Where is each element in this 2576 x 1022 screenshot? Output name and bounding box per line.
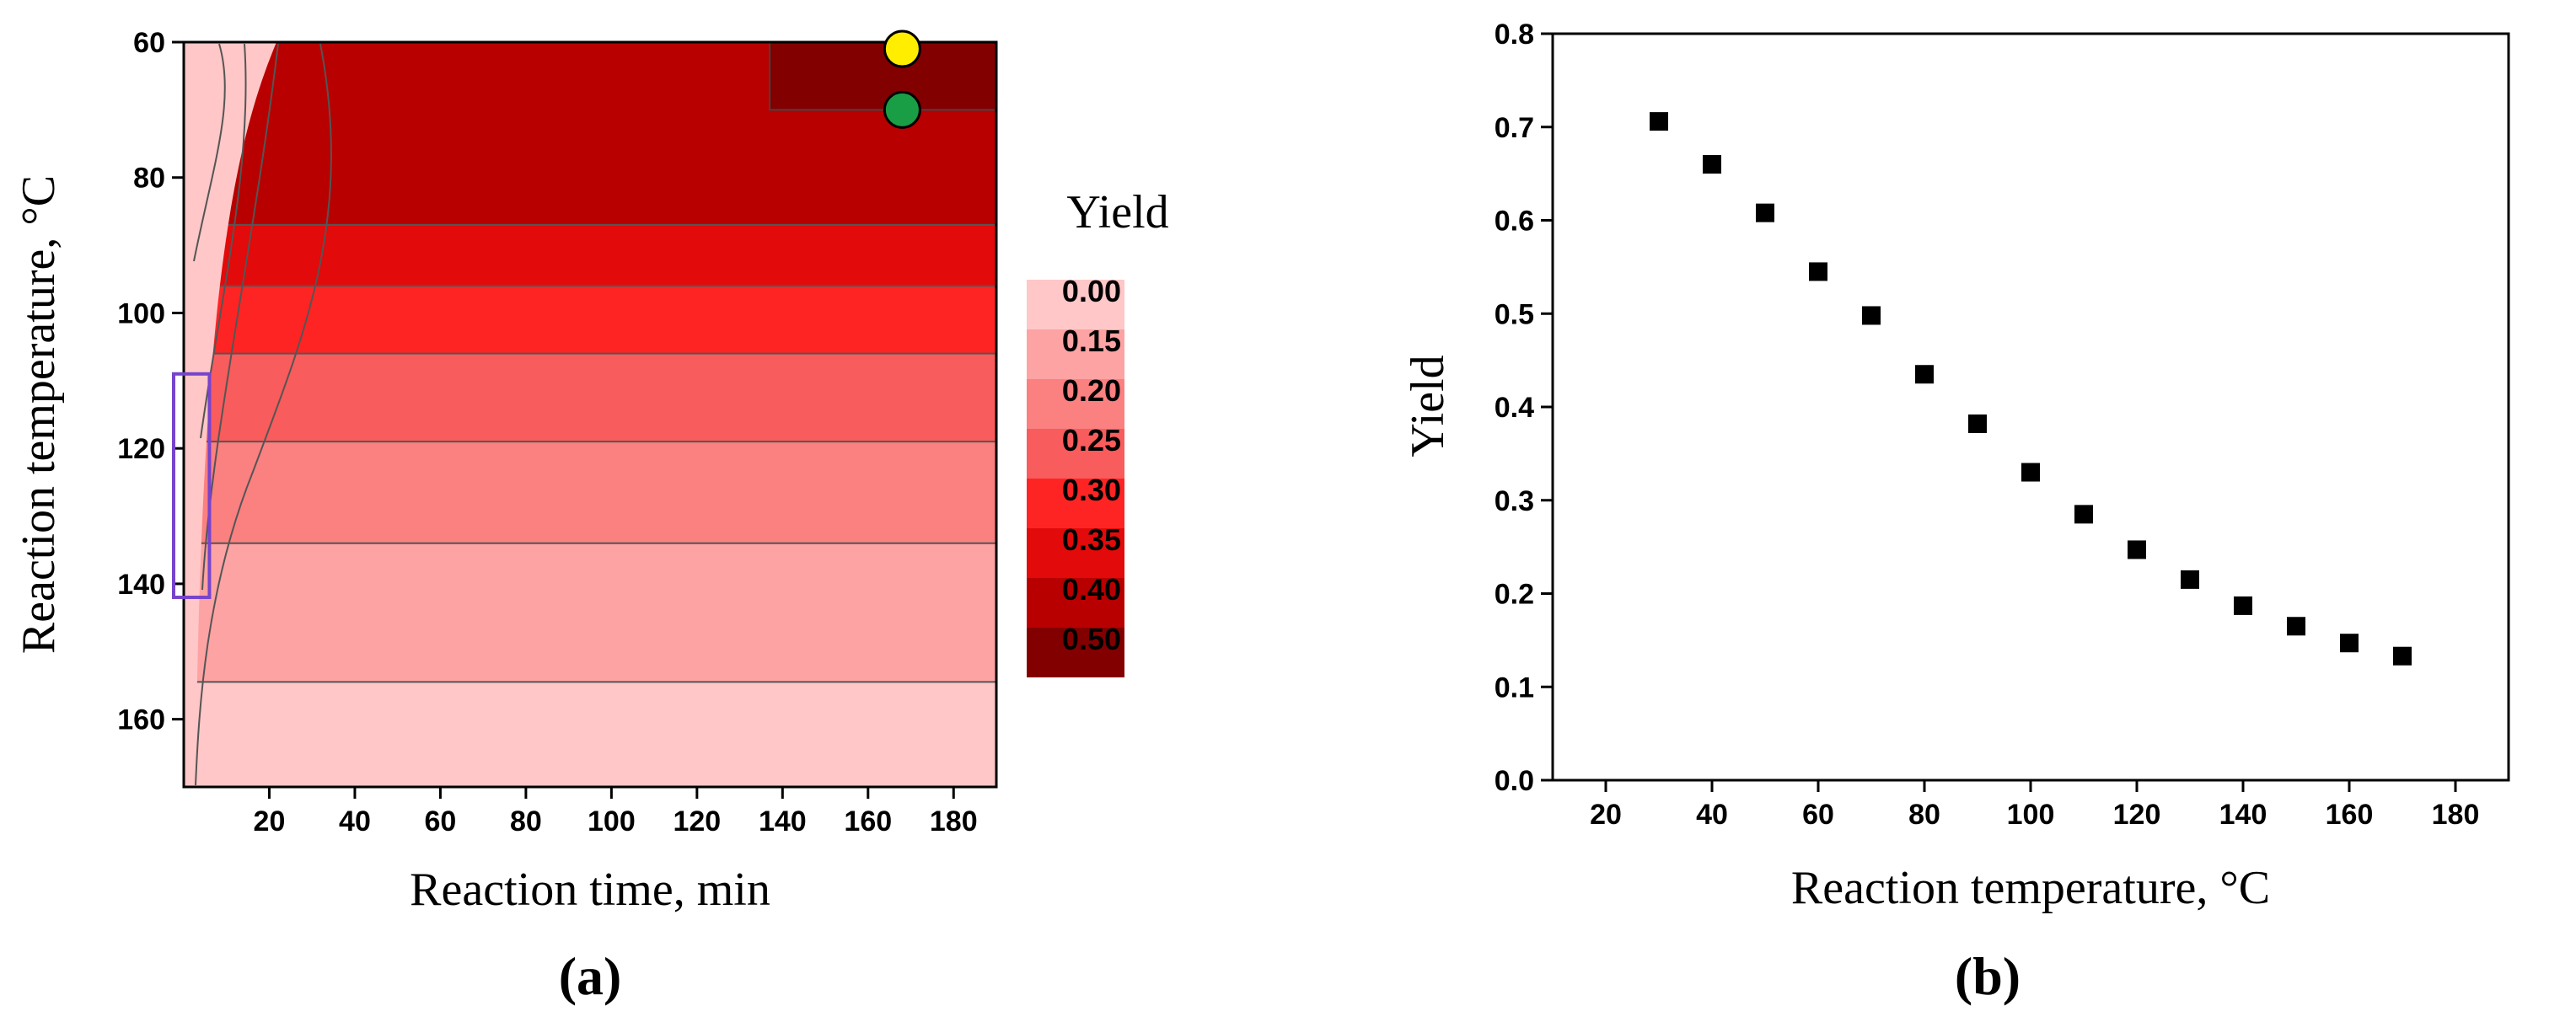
x-tick-label: 100 — [2007, 799, 2055, 831]
data-point — [2074, 505, 2093, 524]
contour-region-4 — [184, 286, 996, 354]
contour-region-5 — [184, 224, 996, 286]
x-tick-label: 20 — [254, 805, 286, 837]
highlight-box-layer — [172, 372, 212, 599]
y-axis-ticks-b: 0.0 0.1 0.2 0.3 0.4 0.5 0.6 0.7 0.8 — [1495, 19, 1553, 797]
data-point — [2393, 646, 2412, 666]
yellow-point — [883, 29, 921, 68]
data-point — [1968, 414, 1987, 433]
colorbar-swatch — [1027, 429, 1124, 479]
x-tick-label: 40 — [339, 805, 371, 837]
colorbar-swatch — [1027, 528, 1124, 578]
x-tick-label: 120 — [2113, 799, 2161, 831]
panel-a: 20 40 60 80 100 120 140 160 180 60 80 100 120 140 160… — [13, 27, 1169, 1006]
low-yield-edge — [184, 42, 276, 787]
x-tick-label: 20 — [1590, 799, 1622, 831]
x-axis-title-b: Reaction temperature, °C — [1791, 862, 2270, 914]
panel-label-a: (a) — [559, 946, 622, 1006]
data-points — [1650, 112, 2412, 666]
y-tick-label: 0.6 — [1495, 206, 1534, 238]
colorbar-swatch — [1027, 578, 1124, 628]
y-tick-label: 0.0 — [1495, 765, 1534, 797]
x-tick-label: 120 — [673, 805, 721, 837]
x-tick-label: 100 — [588, 805, 636, 837]
y-tick-label: 0.8 — [1495, 19, 1534, 51]
y-tick-label: 80 — [133, 163, 165, 195]
data-point — [2021, 463, 2040, 482]
contour-region-1 — [184, 543, 996, 682]
y-tick-label: 100 — [117, 297, 165, 329]
contour-region-7 — [769, 42, 996, 111]
colorbar-swatch — [1027, 379, 1124, 429]
data-point — [2181, 570, 2199, 589]
colorbar-title: Yield — [1066, 186, 1168, 238]
data-point — [1915, 365, 1934, 384]
y-axis-title: Reaction temperature, °C — [13, 175, 65, 654]
y-tick-label: 120 — [117, 433, 165, 465]
panel-label-b: (b) — [1955, 946, 2021, 1006]
y-axis-title-b: Yield — [1402, 355, 1454, 457]
colorbar: 0.00 0.15 0.20 0.25 0.30 0.35 0.40 0.50 — [1027, 274, 1124, 677]
x-tick-label: 40 — [1696, 799, 1728, 831]
colorbar-label: 0.25 — [1062, 423, 1121, 457]
y-tick-label: 0.3 — [1495, 485, 1534, 517]
x-tick-label: 140 — [2219, 799, 2267, 831]
x-tick-label: 80 — [1908, 799, 1940, 831]
colorbar-label: 0.00 — [1062, 274, 1121, 308]
y-tick-label: 0.1 — [1495, 672, 1534, 704]
x-axis-ticks-b: 20 40 60 80 100 120 140 160 180 — [1590, 780, 2479, 831]
y-tick-label: 0.4 — [1495, 392, 1534, 424]
contour-line — [193, 43, 226, 262]
contour-region-2 — [184, 441, 996, 543]
y-tick-label: 140 — [117, 569, 165, 601]
data-point — [1862, 306, 1881, 325]
y-tick-label: 0.5 — [1495, 298, 1534, 330]
x-tick-label: 180 — [930, 805, 978, 837]
x-tick-label: 140 — [759, 805, 807, 837]
data-point — [2287, 617, 2305, 636]
x-axis-title: Reaction time, min — [410, 864, 770, 916]
colorbar-label: 0.35 — [1062, 522, 1121, 557]
contour-region-0 — [184, 682, 996, 787]
x-tick-label: 60 — [1802, 799, 1834, 831]
markers — [883, 29, 921, 129]
colorbar-label: 0.15 — [1062, 324, 1121, 358]
data-point — [1703, 155, 1721, 174]
plot-frame-b — [1551, 32, 2510, 782]
x-tick-label: 180 — [2432, 799, 2480, 831]
colorbar-label: 0.40 — [1062, 572, 1121, 607]
x-tick-label: 80 — [510, 805, 542, 837]
plot-frame — [182, 40, 998, 789]
x-axis-ticks: 20 40 60 80 100 120 140 160 180 — [254, 787, 978, 837]
y-tick-label: 60 — [133, 27, 165, 59]
y-tick-label: 160 — [117, 704, 165, 736]
data-point — [1650, 112, 1668, 131]
x-tick-label: 160 — [844, 805, 892, 837]
panel-b: 20 40 60 80 100 120 140 160 180 0.00.10.20.30.40… — [1402, 19, 2510, 1006]
data-point — [1809, 262, 1827, 281]
colorbar-swatch — [1027, 628, 1124, 677]
colorbar-swatch — [1027, 479, 1124, 528]
data-point — [2128, 540, 2146, 559]
colorbar-swatch — [1027, 280, 1124, 329]
contour-regions — [184, 42, 996, 787]
highlight-box — [172, 372, 212, 599]
data-point — [2340, 634, 2359, 653]
colorbar-label: 0.30 — [1062, 473, 1121, 507]
y-tick-label: 0.7 — [1495, 112, 1534, 144]
green-point — [883, 90, 921, 129]
colorbar-swatch — [1027, 329, 1124, 379]
contour-region-3 — [184, 353, 996, 442]
data-point — [2234, 596, 2252, 615]
contour-line — [195, 43, 332, 786]
x-tick-label: 60 — [425, 805, 457, 837]
colorbar-label: 0.20 — [1062, 373, 1121, 408]
data-point — [1756, 203, 1774, 222]
x-tick-label: 160 — [2326, 799, 2374, 831]
y-tick-label: 0.2 — [1495, 579, 1534, 611]
colorbar-label: 0.50 — [1062, 622, 1121, 656]
